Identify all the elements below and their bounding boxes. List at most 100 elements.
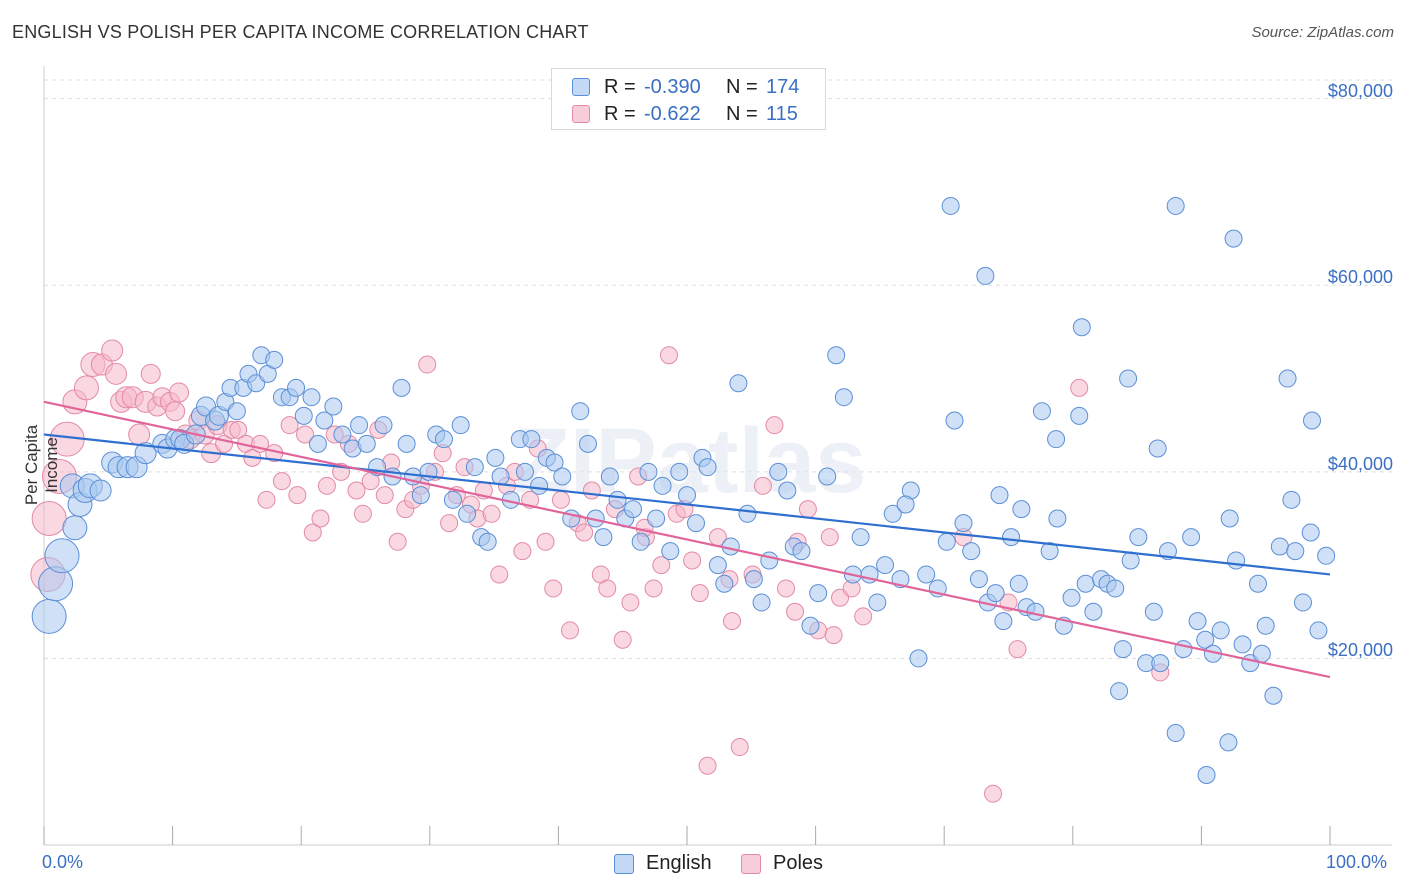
poles-point: [288, 486, 307, 505]
english-point: [1220, 509, 1239, 528]
english-point: [876, 556, 895, 575]
english-point: [962, 542, 981, 561]
english-point: [1278, 369, 1297, 388]
poles-point: [347, 481, 366, 500]
legend-item-english[interactable]: English: [614, 852, 712, 875]
legend-item-poles[interactable]: Poles: [741, 852, 823, 875]
english-point: [661, 542, 680, 561]
poles-point: [644, 579, 663, 598]
english-point: [478, 532, 497, 551]
english-point: [670, 462, 689, 481]
poles-point: [582, 481, 601, 500]
english-point: [954, 514, 973, 533]
poles-point: [140, 363, 161, 384]
poles-point: [621, 593, 640, 612]
poles-point: [683, 551, 702, 570]
poles-point: [257, 490, 276, 509]
english-point: [1047, 430, 1066, 449]
english-point: [1148, 439, 1167, 458]
poles-point: [652, 556, 671, 575]
english-point: [44, 538, 80, 574]
english-swatch: [572, 78, 590, 96]
english-point: [941, 196, 960, 215]
english-point: [265, 350, 284, 369]
english-point: [639, 462, 658, 481]
poles-point: [820, 528, 839, 547]
english-point: [411, 486, 430, 505]
poles-point: [551, 490, 570, 509]
english-point: [1012, 500, 1031, 519]
english-point: [1119, 369, 1138, 388]
english-legend-label: English: [646, 852, 712, 874]
poles-point: [798, 500, 817, 519]
poles-point: [169, 382, 190, 403]
english-point: [1293, 593, 1312, 612]
english-point: [578, 434, 597, 453]
poles-point: [105, 362, 128, 385]
poles-point: [1008, 640, 1027, 659]
english-point: [1129, 528, 1148, 547]
r-value-english: -0.390: [644, 75, 701, 98]
poles-point: [598, 579, 617, 598]
poles-point: [388, 532, 407, 551]
english-point: [1248, 574, 1267, 593]
english-point: [1188, 612, 1207, 631]
english-point: [1233, 635, 1252, 654]
poles-point: [440, 514, 459, 533]
english-point: [1211, 621, 1230, 640]
poles-point: [101, 339, 124, 362]
poles-point: [31, 500, 67, 536]
english-point: [1113, 640, 1132, 659]
n-label: N =: [726, 102, 758, 125]
english-trend-line: [43, 433, 1331, 576]
poles-point: [1070, 378, 1089, 397]
poles-point: [536, 532, 555, 551]
y-axis-title: Per Capita Income: [22, 424, 61, 506]
english-point: [883, 504, 902, 523]
english-point: [1224, 229, 1243, 248]
english-point: [792, 542, 811, 561]
english-point: [698, 458, 717, 477]
poles-point: [73, 375, 99, 401]
english-point: [715, 574, 734, 593]
poles-point: [317, 476, 336, 495]
english-point: [227, 402, 246, 421]
english-point: [1252, 644, 1271, 663]
english-point: [986, 584, 1005, 603]
legend-row-english: R = -0.390 N = 174: [572, 74, 799, 100]
english-point: [1264, 686, 1283, 705]
poles-points: [30, 339, 1170, 803]
poles-point: [984, 784, 1003, 803]
english-point: [760, 551, 779, 570]
poles-point: [490, 565, 509, 584]
english-legend-swatch: [614, 853, 634, 874]
chart-title: ENGLISH VS POLISH PER CAPITA INCOME CORR…: [12, 22, 589, 42]
poles-point: [482, 504, 501, 523]
poles-legend-label: Poles: [773, 852, 824, 874]
poles-point: [730, 738, 749, 757]
y-tick-label: $80,000: [1327, 80, 1393, 101]
english-point: [1076, 574, 1095, 593]
english-point: [969, 570, 988, 589]
english-point: [294, 406, 313, 425]
english-points: [31, 196, 1336, 785]
r-value-poles: -0.622: [644, 102, 701, 125]
english-point: [1282, 490, 1301, 509]
poles-point: [375, 486, 394, 505]
english-point: [1219, 733, 1238, 752]
english-point: [623, 500, 642, 519]
english-point: [809, 584, 828, 603]
english-point: [1196, 630, 1215, 649]
poles-point: [353, 504, 372, 523]
english-point: [1110, 682, 1129, 701]
english-point: [134, 442, 157, 465]
english-point: [465, 458, 484, 477]
poles-trend-line: [43, 400, 1331, 679]
english-point: [917, 565, 936, 584]
english-point: [1002, 528, 1021, 547]
english-point: [744, 570, 763, 589]
x-tick-label-max: 100.0%: [1326, 852, 1388, 872]
poles-point: [723, 612, 742, 631]
english-point: [287, 378, 306, 397]
r-label: R =: [604, 75, 636, 98]
